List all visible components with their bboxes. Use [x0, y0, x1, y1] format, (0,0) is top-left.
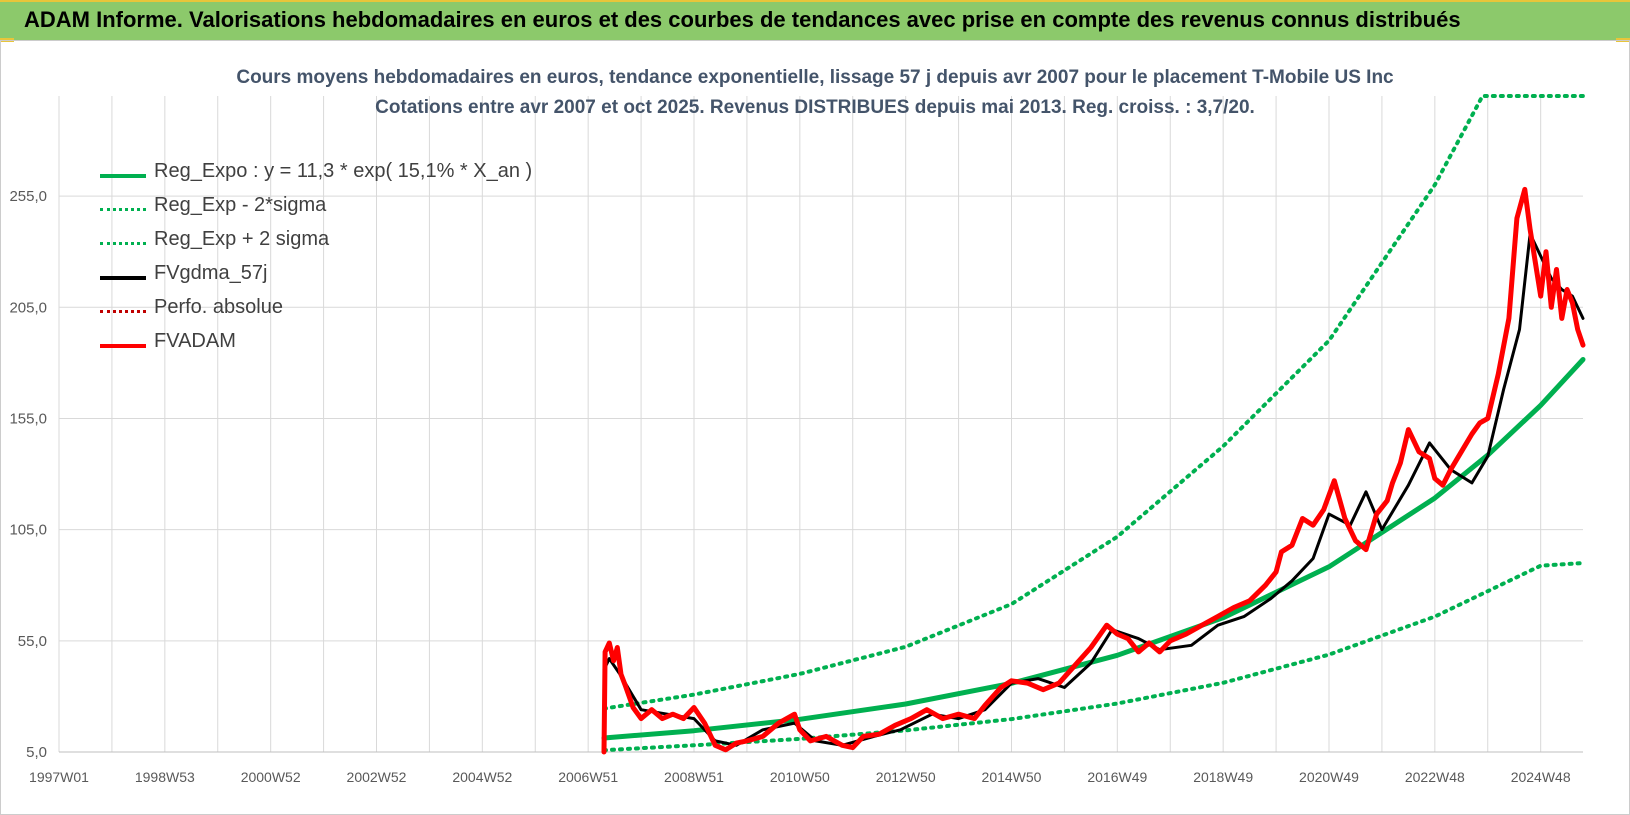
chart-plot: 5,0 55,0 105,0 155,0 205,0 255,0 1997W01 1998W5… [9, 94, 1586, 785]
report-banner-title: ADAM Informe. Valorisations hebdomadaire… [24, 7, 1461, 32]
chart-subtitle: Cotations entre avr 2007 et oct 2025. Re… [375, 97, 1255, 118]
legend-swatch [100, 208, 146, 211]
x-tick-label: 2008W51 [664, 769, 724, 785]
series-line-2 [602, 94, 1585, 711]
x-tick-label: 1998W53 [135, 769, 195, 785]
x-tick-label: 2018W49 [1193, 769, 1253, 785]
x-tick-label: 1997W01 [29, 769, 89, 785]
legend-swatch [100, 310, 146, 313]
x-tick-label: 2000W52 [241, 769, 301, 785]
x-tick-label: 2020W49 [1299, 769, 1359, 785]
x-tick-label: 2016W49 [1087, 769, 1147, 785]
x-tick-label: 2004W52 [452, 769, 512, 785]
series-line-5 [601, 186, 1586, 755]
y-tick-label: 205,0 [9, 299, 47, 316]
y-tick-label: 105,0 [9, 522, 47, 539]
y-tick-label: 5,0 [26, 744, 47, 761]
legend-swatch [100, 242, 146, 245]
x-tick-label: 2022W48 [1405, 769, 1465, 785]
y-tick-label: 155,0 [9, 410, 47, 427]
x-tick-label: 2002W52 [347, 769, 407, 785]
x-tick-label: 2024W48 [1511, 769, 1571, 785]
legend-label: Reg_Exp + 2 sigma [154, 228, 330, 250]
legend-swatch [100, 344, 146, 348]
legend-label: Reg_Exp - 2*sigma [154, 194, 327, 216]
legend-swatch [100, 276, 146, 280]
legend-label: FVADAM [154, 330, 236, 352]
x-tick-label: 2012W50 [876, 769, 936, 785]
x-tick-label: 2014W50 [982, 769, 1042, 785]
x-tick-label: 2006W51 [558, 769, 618, 785]
chart-title: Cours moyens hebdomadaires en euros, ten… [236, 67, 1394, 88]
legend-swatch [100, 174, 146, 178]
legend-label: Perfo. absolue [154, 296, 283, 318]
legend-label: Reg_Expo : y = 11,3 * exp( 15,1% * X_an … [154, 160, 533, 182]
series-line-0 [601, 357, 1586, 741]
x-tick-label: 2010W50 [770, 769, 830, 785]
report-banner: ADAM Informe. Valorisations hebdomadaire… [0, 0, 1630, 40]
legend-label: FVgdma_57j [154, 262, 268, 284]
series-line-1 [602, 561, 1585, 753]
y-tick-label: 55,0 [18, 633, 47, 650]
series-line-3 [602, 232, 1585, 747]
y-tick-label: 255,0 [9, 188, 47, 205]
